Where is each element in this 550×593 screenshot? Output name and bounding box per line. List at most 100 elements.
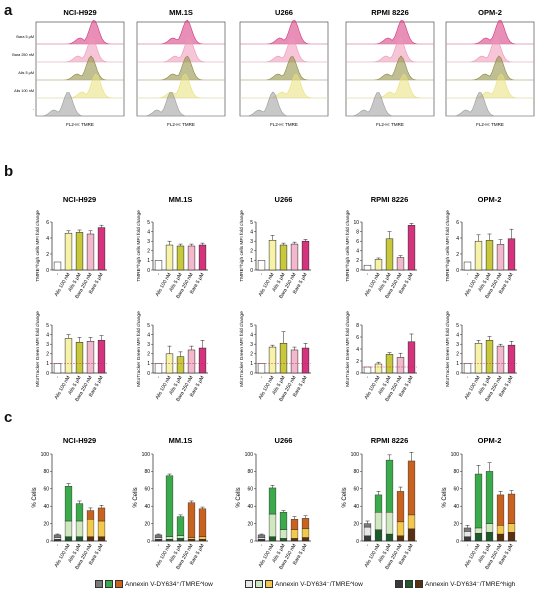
- y-tick-label: 60: [247, 487, 253, 493]
- histogram-stack: [136, 19, 226, 117]
- y-tick-label: 0: [250, 539, 253, 545]
- y-tick-label: 6: [46, 220, 49, 226]
- y-tick-label: 40: [353, 504, 359, 510]
- stacked-segment: [385, 512, 394, 535]
- y-tick-label: 0: [147, 371, 150, 377]
- bar-chart: 0 1 2 3 4 5 MitoTracker Green MFI fold change: [445, 311, 517, 387]
- stacked-segment: [268, 536, 277, 542]
- stacked-segment: [463, 531, 472, 537]
- stacked-segment: [363, 526, 372, 536]
- stacked-segment: [86, 519, 95, 537]
- y-tick-label: 6: [356, 239, 359, 245]
- y-tick-label: 2: [46, 352, 49, 358]
- y-tick-label: 4: [250, 332, 253, 338]
- panel-a-row-label: -: [33, 107, 35, 111]
- x-tick-label: Alis 100 nM: [154, 272, 172, 298]
- x-tick-label: Alis 100 nM: [463, 375, 481, 401]
- y-tick-label: 4: [46, 332, 49, 338]
- bar: [407, 341, 416, 374]
- y-axis-label: TMRE^high cells MFI fold change: [445, 210, 451, 282]
- x-tick-label: Alis 100 nM: [53, 375, 71, 401]
- stacked-segment: [374, 529, 383, 542]
- stacked-segment: [507, 532, 516, 542]
- legend-item: Annexin V-DY634⁺/TMRE^low: [95, 580, 213, 588]
- stacked-bar-chart: 0 20 40 60 80 100 % Cells: [32, 452, 107, 545]
- y-tick-label: 1: [250, 258, 253, 264]
- panel-a-title: U266: [275, 8, 293, 17]
- stacked-segment: [496, 533, 505, 542]
- stacked-bar-chart: 0 20 40 60 80 100 % Cells: [236, 452, 311, 545]
- y-tick-label: 0: [356, 371, 359, 377]
- y-tick-label: 4: [147, 229, 150, 235]
- x-tick-label: -: [465, 375, 471, 380]
- panel-c-label: c: [4, 409, 13, 426]
- x-tick-label: -: [259, 272, 265, 277]
- panel-a-title: OPM-2: [478, 8, 502, 17]
- bar: [474, 342, 483, 374]
- y-tick-label: 0: [147, 268, 150, 274]
- bar: [496, 244, 505, 271]
- bar: [198, 347, 207, 374]
- histogram-frame: [35, 21, 125, 117]
- y-axis-label: TMRE^high cells MFI fold change: [345, 210, 351, 282]
- stacked-segment: [463, 527, 472, 532]
- bar: [268, 239, 277, 271]
- stacked-segment: [75, 520, 84, 537]
- bar: [374, 363, 383, 374]
- stacked-segment: [363, 523, 372, 528]
- y-tick-label: 2: [456, 252, 459, 258]
- y-axis-label: TMRE^high cells MFI fold change: [136, 210, 142, 282]
- stacked-segment: [165, 539, 174, 542]
- stacked-segment: [279, 538, 288, 542]
- bar: [507, 238, 516, 271]
- y-tick-label: 8: [356, 229, 359, 235]
- stacked-segment: [279, 512, 288, 530]
- stacked-segment: [64, 485, 73, 522]
- bar: [53, 363, 62, 374]
- stacked-segment: [301, 518, 310, 530]
- y-axis-label: MitoTracker Green MFI fold change: [345, 311, 351, 387]
- histogram-stack: [239, 20, 329, 117]
- y-tick-label: 80: [353, 469, 359, 475]
- stacked-segment: [396, 491, 405, 523]
- legend-item: Annexin V-DY634⁻/TMRE^high: [395, 580, 515, 588]
- y-tick-label: 4: [356, 249, 359, 255]
- y-tick-label: 5: [147, 323, 150, 329]
- x-tick-label: Alis 100 nM: [53, 543, 71, 569]
- bar: [396, 357, 405, 374]
- y-tick-label: 80: [453, 469, 459, 475]
- stacked-segment: [268, 487, 277, 515]
- stacked-segment: [53, 537, 62, 540]
- panel-a-title: MM.1S: [169, 8, 193, 17]
- bar: [75, 342, 84, 374]
- bar-chart: 0 2 4 6 TMRE^high cells MFI fold change: [35, 210, 107, 282]
- histogram-frame: [445, 21, 535, 117]
- stacked-segment: [176, 535, 185, 539]
- y-tick-label: 8: [356, 323, 359, 329]
- y-axis-label: % Cells: [32, 487, 38, 507]
- bar: [64, 232, 73, 271]
- stacked-segment: [374, 494, 383, 513]
- panel-b-title: OPM-2: [478, 195, 502, 204]
- x-tick-label: -: [259, 543, 265, 548]
- legend-label: Annexin V-DY634⁺/TMRE^low: [125, 581, 213, 588]
- y-tick-label: 0: [356, 268, 359, 274]
- y-tick-label: 60: [353, 487, 359, 493]
- histogram-curve: [346, 20, 434, 45]
- bar: [485, 340, 494, 374]
- panel-a-title: RPMI 8226: [371, 8, 409, 17]
- y-axis-label: TMRE^high cells MFI fold change: [35, 210, 41, 282]
- bar: [64, 338, 73, 374]
- panel-b-title: MM.1S: [169, 195, 193, 204]
- stacked-segment: [363, 535, 372, 542]
- stacked-segment: [257, 539, 266, 542]
- y-tick-label: 100: [451, 452, 460, 458]
- bar: [53, 261, 62, 271]
- y-tick-label: 0: [46, 539, 49, 545]
- stacked-segment: [257, 534, 266, 538]
- y-tick-label: 20: [247, 521, 253, 527]
- histogram-curve: [137, 19, 225, 45]
- bar: [154, 260, 163, 271]
